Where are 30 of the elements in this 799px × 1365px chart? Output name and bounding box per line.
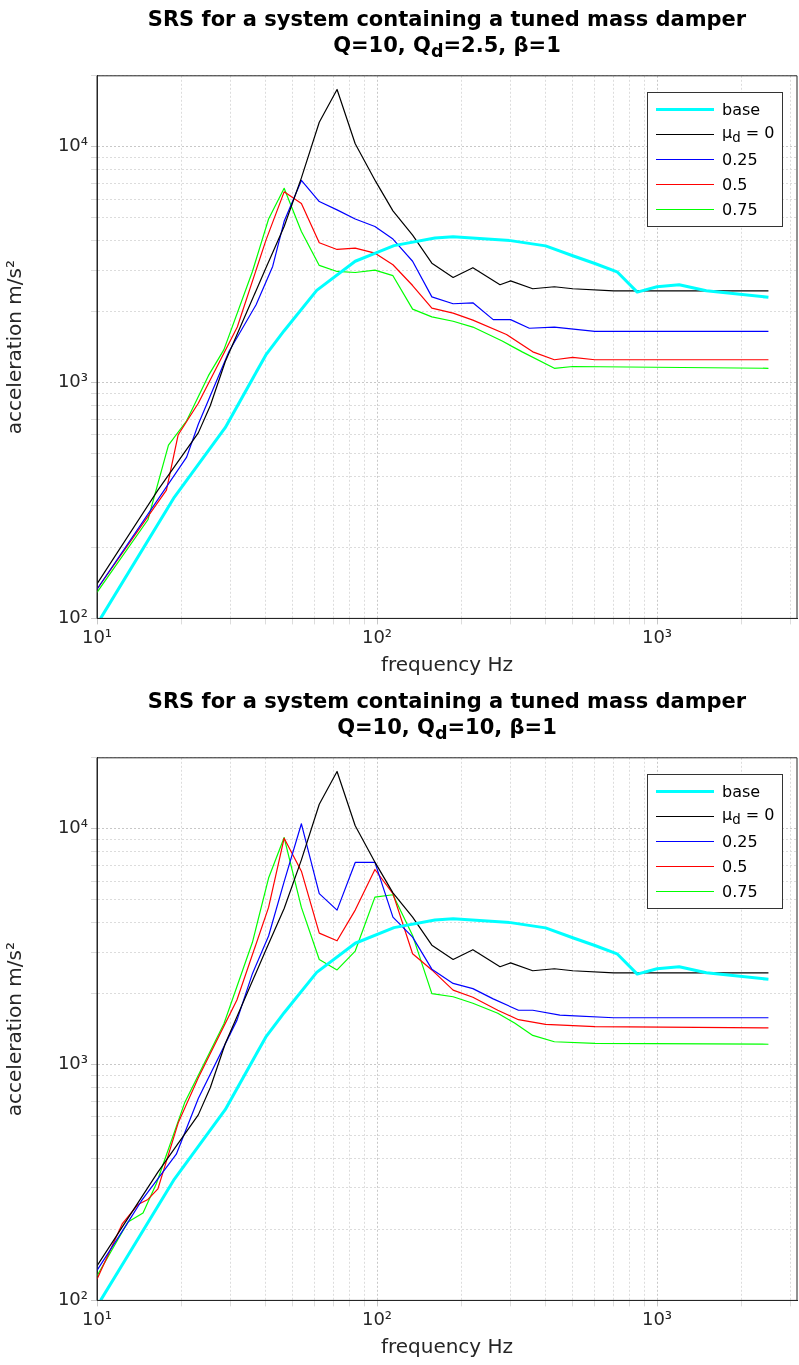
x-tick-label: 10³ [641,625,673,647]
legend-label: 0.5 [722,174,748,194]
x-tick-label: 10² [361,1307,393,1329]
chart-title: SRS for a system containing a tuned mass damper [147,7,747,31]
legend-label: 0.25 [722,831,758,851]
legend-label: base [722,781,761,801]
legend-label: base [722,99,761,119]
chart-subtitle: Q=10, Q$_{d}$=10, β=1 [337,715,557,744]
y-tick-label: 10² [57,1288,88,1310]
y-tick-label: 10³ [57,370,88,392]
legend-label: 0.75 [722,199,758,219]
y-tick-label: 10³ [57,1052,88,1074]
legend-label: μ$_{d}$ = 0 [722,805,775,828]
x-tick-label: 10¹ [81,625,113,647]
y-tick-label: 10⁴ [57,134,88,156]
y-tick-label: 10⁴ [57,816,88,838]
x-axis-title: frequency Hz [380,652,514,677]
legend-label: 0.25 [722,149,758,169]
y-axis-title: acceleration m/s² [2,259,27,435]
x-tick-label: 10¹ [81,1307,113,1329]
legend-label: 0.5 [722,856,748,876]
y-tick-label: 10² [57,606,88,628]
y-axis-title: acceleration m/s² [2,941,27,1117]
x-tick-label: 10² [361,625,393,647]
legend-label: μ$_{d}$ = 0 [722,123,775,146]
x-axis-title: frequency Hz [380,1334,514,1359]
chart-title: SRS for a system containing a tuned mass damper [147,689,747,713]
chart-subtitle: Q=10, Q$_{d}$=2.5, β=1 [333,33,561,62]
x-tick-label: 10³ [641,1307,673,1329]
legend-label: 0.75 [722,881,758,901]
